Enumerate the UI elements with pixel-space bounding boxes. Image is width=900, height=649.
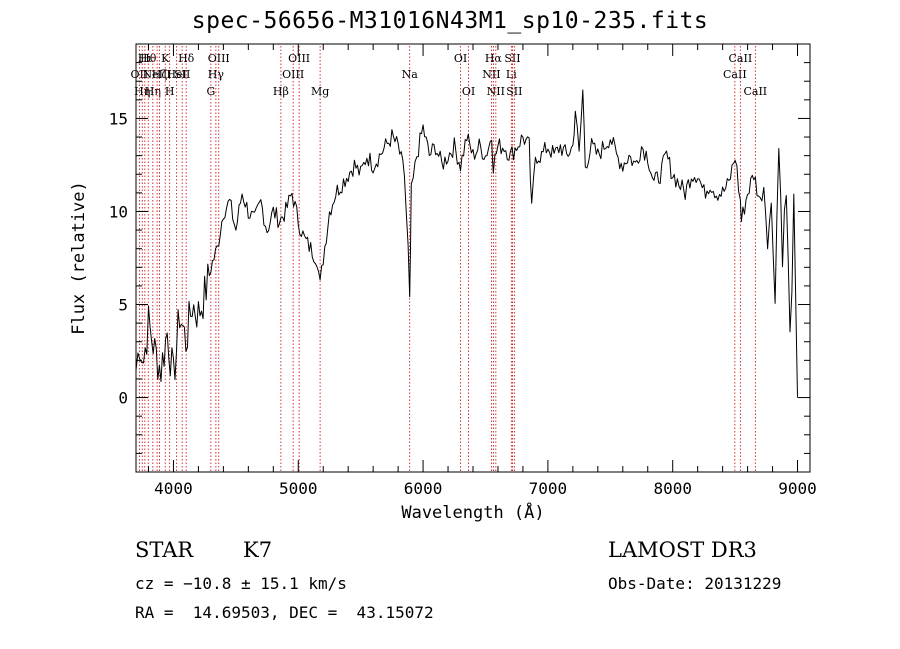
line-label-17: OIII [288,52,310,65]
line-label-7: K [161,52,170,65]
line-label-24: NII [487,85,505,98]
line-label-25: Li [506,68,517,81]
line-label-11: Hδ [178,52,195,65]
object-class: STAR [135,538,194,562]
line-label-5: NeIII [143,68,172,81]
y-tick-label-0: 0 [118,389,128,408]
line-label-15: Hβ [273,85,289,98]
x-tick-label-3: 7000 [529,479,568,498]
spectrum-line [135,89,798,398]
x-tick-label-2: 6000 [404,479,443,498]
observation-date: Obs-Date: 20131229 [608,574,782,593]
coordinates-text: RA = 14.69503, DEC = 43.15072 [135,603,434,622]
y-tick-label-1: 5 [118,296,128,315]
line-label-2: Hι [138,52,152,65]
line-label-1: Hη [134,85,150,98]
line-label-16: OIII [282,68,304,81]
x-tick-label-5: 9000 [778,479,817,498]
line-label-23: Hα [485,52,503,65]
x-tick-label-1: 5000 [279,479,318,498]
line-label-21: OI [462,85,475,98]
x-tick-label-0: 4000 [154,479,193,498]
survey-name: LAMOST DR3 [608,538,757,562]
object-subclass: K7 [243,538,273,562]
line-label-20: OI [454,52,467,65]
line-label-22: NII [482,68,500,81]
line-label-30: CaII [743,85,767,98]
plot-frame [135,43,811,473]
x-axis-label: Wavelength (Å) [401,501,544,523]
line-label-4: Hη [145,85,161,98]
line-label-27: SII [506,85,522,98]
y-axis-label: Flux (relative) [69,181,89,335]
y-tick-label-2: 10 [109,202,128,221]
line-label-18: Mg [311,85,329,98]
line-label-13: Hγ [208,68,225,81]
line-label-29: CaII [729,52,753,65]
line-label-8: H [165,85,175,98]
line-label-26: SII [504,52,520,65]
x-tick-label-4: 8000 [653,479,692,498]
line-label-10: SII [174,68,190,81]
line-label-3: Hθ [140,52,157,65]
line-label-6: Hζ [152,68,168,81]
line-label-12: G [206,85,215,98]
line-label-14: OIII [208,52,230,65]
line-label-28: CaII [723,68,747,81]
line-label-0: OII [131,68,149,81]
y-tick-label-3: 15 [109,109,128,128]
redshift-text: cz = −10.8 ± 15.1 km/s [135,574,347,593]
line-label-19: Na [402,68,419,81]
chart-title: spec-56656-M31016N43M1_sp10-235.fits [191,8,709,34]
